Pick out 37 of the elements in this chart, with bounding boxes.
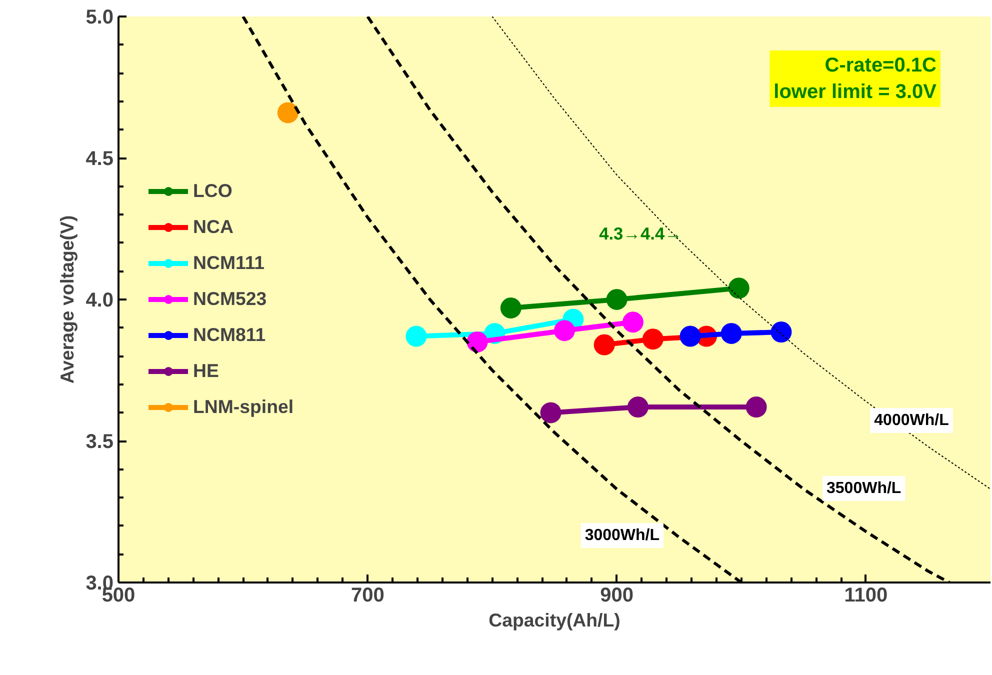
x-tick-label: 700 <box>350 584 384 606</box>
legend-label: NCM811 <box>193 324 266 346</box>
point <box>540 402 562 424</box>
y-tick-label: 4.5 <box>86 148 114 170</box>
point <box>500 298 522 318</box>
point <box>746 396 767 418</box>
legend-label: LCO <box>193 180 232 202</box>
point <box>277 102 298 124</box>
y-tick-label: 5.0 <box>86 6 114 28</box>
point <box>627 396 648 418</box>
point <box>642 328 664 350</box>
legend-label: NCM523 <box>193 288 267 310</box>
point <box>606 289 628 310</box>
legend-label: LNM-spinel <box>193 396 294 418</box>
point <box>720 322 742 344</box>
y-axis-title: Average voltage(V) <box>56 215 78 384</box>
legend-label: HE <box>193 360 219 382</box>
legend-label: NCA <box>193 216 234 238</box>
annotation: C-rate=0.1C lower limit = 3.0V <box>774 54 938 103</box>
annotation: 3500Wh/L <box>826 480 902 497</box>
x-tick-label: 900 <box>600 584 634 606</box>
annotation: 3000Wh/L <box>584 527 660 544</box>
point <box>622 312 644 333</box>
legend-label: NCM111 <box>193 252 265 274</box>
point <box>594 334 615 356</box>
point <box>554 320 575 342</box>
y-tick-label: 3.5 <box>86 431 114 453</box>
y-tick-label: 4.0 <box>86 290 114 312</box>
point <box>406 326 427 347</box>
point <box>728 278 750 299</box>
x-axis-title: Capacity(Ah/L) <box>488 610 620 630</box>
point <box>770 322 792 343</box>
point <box>466 331 488 352</box>
annotation: 4000Wh/L <box>874 412 950 429</box>
point <box>680 326 701 347</box>
annotation: 4.3→4.4→ <box>599 224 682 244</box>
x-tick-label: 1100 <box>844 584 888 606</box>
